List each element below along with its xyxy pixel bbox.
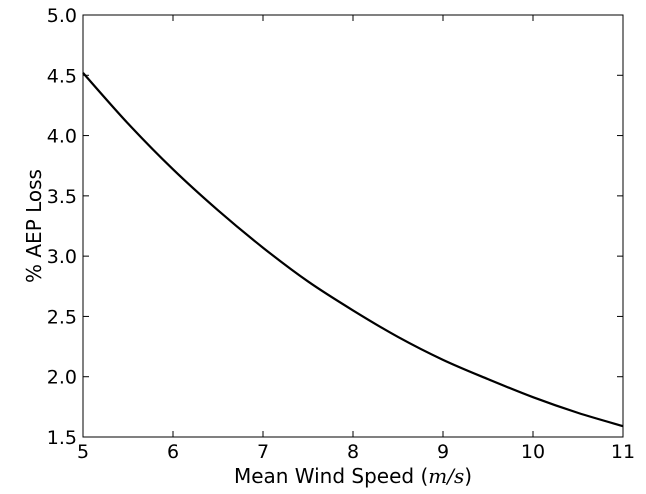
x-tick-label: 6 [167, 441, 179, 463]
x-axis-label: Mean Wind Speed (m/s) [234, 464, 472, 488]
plot-frame [82, 14, 624, 438]
x-tick-label: 5 [77, 441, 89, 463]
tick-labels-layer: 5 6 7 8 9 10 11 1.5 2.0 2.5 3.0 3.5 4.0 4.5 5.0 [47, 5, 635, 463]
x-tick-label: 8 [347, 441, 359, 463]
y-tick-label: 3.0 [47, 246, 77, 268]
series-layer [82, 72, 624, 428]
y-tick-label: 5.0 [47, 5, 77, 27]
x-axis-label-text: Mean Wind Speed ( [234, 464, 428, 488]
y-tick-label: 4.5 [47, 65, 77, 87]
y-axis-label: % AEP Loss [22, 169, 46, 283]
ticks-layer [82, 14, 624, 438]
x-tick-label: 7 [257, 441, 269, 463]
y-tick-label: 3.5 [47, 186, 77, 208]
x-tick-label: 9 [437, 441, 449, 463]
x-axis-label-close: ) [464, 464, 472, 488]
series-line [82, 72, 624, 428]
x-axis-label-unit: m/s [428, 464, 464, 488]
y-tick-label: 1.5 [47, 427, 77, 449]
y-tick-label: 2.5 [47, 306, 77, 328]
x-tick-label: 11 [611, 441, 635, 463]
x-tick-label: 10 [521, 441, 545, 463]
y-tick-label: 4.0 [47, 126, 77, 148]
y-tick-label: 2.0 [47, 367, 77, 389]
